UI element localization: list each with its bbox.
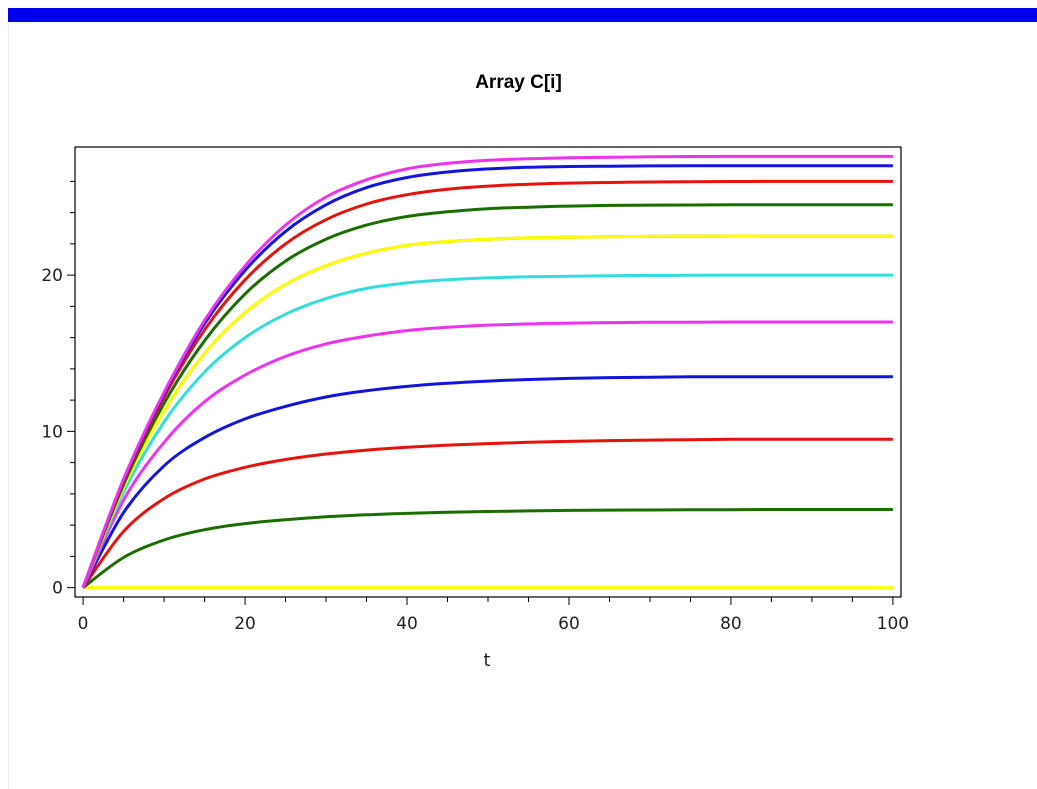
left-border xyxy=(8,22,9,789)
y-tick-label: 20 xyxy=(41,266,63,286)
top-accent-bar xyxy=(8,8,1037,22)
series-line-4 xyxy=(81,375,893,589)
chart-title: Array C[i] xyxy=(475,72,562,93)
series-line-10 xyxy=(81,179,893,589)
x-tick-label: 80 xyxy=(720,614,742,634)
series-line-12 xyxy=(81,154,893,589)
y-tick-label: 0 xyxy=(52,579,63,599)
series-line-8 xyxy=(81,234,893,589)
x-tick-label: 40 xyxy=(396,614,418,634)
x-tick-label: 60 xyxy=(558,614,580,634)
series-line-2 xyxy=(82,508,893,589)
series-line-3 xyxy=(81,437,893,589)
x-tick-label: 100 xyxy=(877,614,909,634)
series-line-6 xyxy=(81,273,893,589)
x-axis-label: t xyxy=(483,650,490,671)
x-tick-label: 0 xyxy=(78,614,89,634)
series-line-7 xyxy=(81,234,893,589)
y-tick-label: 10 xyxy=(41,422,63,442)
x-tick-label: 20 xyxy=(234,614,256,634)
series-line-9 xyxy=(81,203,893,589)
series-line-11 xyxy=(81,164,893,589)
series-line-5 xyxy=(81,320,893,589)
